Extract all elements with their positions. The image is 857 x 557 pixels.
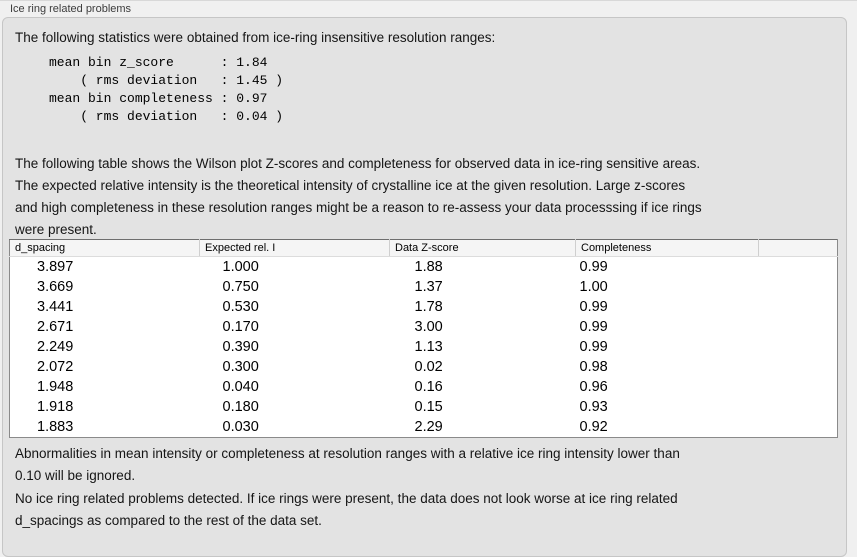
table-cell-empty — [759, 357, 838, 377]
column-header-completeness[interactable]: Completeness — [575, 239, 759, 257]
table-row[interactable]: 2.249 0.390 1.13 0.99 — [10, 337, 838, 357]
table-cell: 3.897 — [37, 259, 74, 275]
table-cell: 2.29 — [414, 419, 443, 435]
table-cell-empty — [759, 337, 838, 357]
table-cell: 0.750 — [222, 279, 259, 295]
table-cell: 1.948 — [37, 379, 74, 395]
table-row[interactable]: 1.948 0.040 0.16 0.96 — [10, 377, 838, 397]
table-row[interactable]: 2.072 0.300 0.02 0.98 — [10, 357, 838, 377]
table-body: 3.897 1.000 1.88 0.99 3.669 0.750 1.37 1.00 3.44… — [10, 257, 838, 438]
table-cell: 0.92 — [579, 419, 608, 435]
conclusion-text: No ice ring related problems detected. I… — [15, 491, 678, 528]
table-cell: 0.93 — [579, 399, 608, 415]
table-row[interactable]: 3.897 1.000 1.88 0.99 — [10, 257, 838, 278]
group-title: Ice ring related problems — [10, 3, 132, 15]
ignore-note-text: Abnormalities in mean intensity or compl… — [15, 446, 680, 483]
table-cell-empty — [759, 277, 838, 297]
table-header-row: d_spacing Expected rel. I Data Z-score Comp… — [9, 239, 838, 257]
table-cell: 1.88 — [414, 259, 443, 275]
table-cell: 0.170 — [222, 319, 259, 335]
table-cell: 1.918 — [37, 399, 74, 415]
column-header-expected-rel-i[interactable]: Expected rel. I — [199, 239, 390, 257]
table-cell-empty — [759, 377, 838, 397]
table-cell: 1.000 — [222, 259, 259, 275]
table-intro-text: The following table shows the Wilson plo… — [15, 156, 702, 237]
table-cell: 3.00 — [414, 319, 443, 335]
column-header-d-spacing[interactable]: d_spacing — [9, 239, 200, 257]
table-cell: 1.13 — [414, 339, 443, 355]
table-row[interactable]: 1.883 0.030 2.29 0.92 — [10, 417, 838, 438]
table-cell: 1.37 — [414, 279, 443, 295]
table-cell: 0.16 — [414, 379, 443, 395]
table-cell: 2.671 — [37, 319, 74, 335]
table-cell-empty — [759, 317, 838, 337]
table-cell: 3.441 — [37, 299, 74, 315]
table-cell: 2.249 — [37, 339, 74, 355]
table-cell: 1.00 — [579, 279, 608, 295]
table-cell: 0.98 — [579, 359, 608, 375]
table-cell-empty — [759, 297, 838, 317]
column-header-data-z-score[interactable]: Data Z-score — [389, 239, 576, 257]
table-row[interactable]: 3.441 0.530 1.78 0.99 — [10, 297, 838, 317]
table-cell-empty — [759, 257, 838, 278]
table-row[interactable]: 3.669 0.750 1.37 1.00 — [10, 277, 838, 297]
table-cell: 0.530 — [222, 299, 259, 315]
table-cell: 0.99 — [579, 259, 608, 275]
table-cell-empty — [759, 417, 838, 438]
table-cell: 0.390 — [222, 339, 259, 355]
intro-text: The following statistics were obtained f… — [15, 30, 496, 45]
table-cell: 1.883 — [37, 419, 74, 435]
table-cell: 2.072 — [37, 359, 74, 375]
table-cell: 0.040 — [222, 379, 259, 395]
table-cell-empty — [759, 397, 838, 417]
table-row[interactable]: 2.671 0.170 3.00 0.99 — [10, 317, 838, 337]
table-cell: 0.02 — [414, 359, 443, 375]
ice-ring-table[interactable]: d_spacing Expected rel. I Data Z-score Comp… — [9, 239, 838, 438]
table-cell: 0.300 — [222, 359, 259, 375]
table-cell: 0.15 — [414, 399, 443, 415]
top-divider — [0, 0, 857, 1]
table-row[interactable]: 1.918 0.180 0.15 0.93 — [10, 397, 838, 417]
table-cell: 0.96 — [579, 379, 608, 395]
table-cell: 1.78 — [414, 299, 443, 315]
column-header-empty[interactable] — [758, 239, 838, 257]
table-cell: 3.669 — [37, 279, 74, 295]
table-cell: 0.99 — [579, 339, 608, 355]
table-cell: 0.030 — [222, 419, 259, 435]
stats-block: mean bin z_score : 1.84 ( rms deviation … — [49, 55, 284, 124]
table-cell: 0.99 — [579, 299, 608, 315]
ice-ring-groupbox: The following statistics were obtained f… — [2, 17, 847, 557]
table-cell: 0.99 — [579, 319, 608, 335]
table-cell: 0.180 — [222, 399, 259, 415]
